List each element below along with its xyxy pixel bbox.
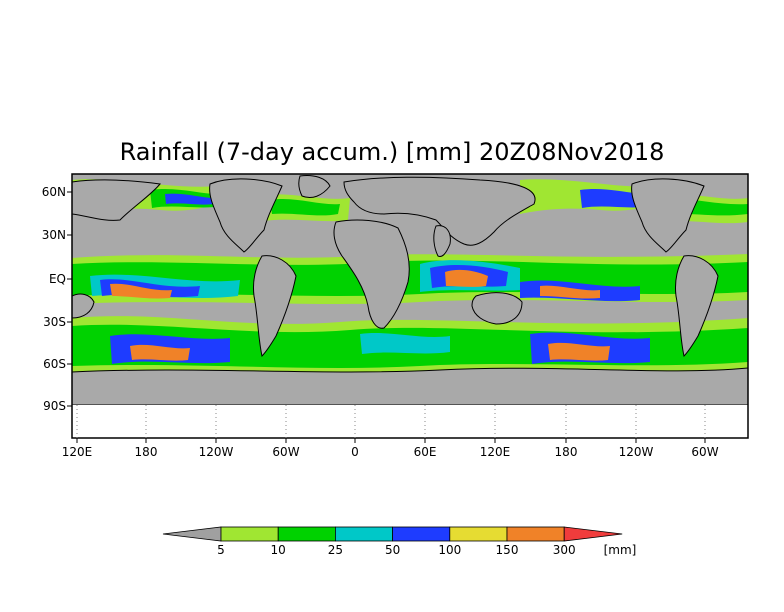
lon-label-120w: 120W [199,445,234,459]
colorbar-tick-label: 300 [553,543,576,557]
lat-label-60n: 60N [42,185,66,199]
map-border [71,173,749,439]
colorbar-segment [449,526,508,542]
lon-label-60e: 60E [414,445,437,459]
lon-label-120w-repeat: 120W [619,445,654,459]
rainfall-field [72,175,748,405]
colorbar-segment [392,526,451,542]
colorbar: 5 10 25 50 100 150 300 [162,526,623,557]
lon-label-0: 0 [351,445,359,459]
colorbar-tick-label: 5 [217,543,225,557]
colorbar-tick-label: 100 [438,543,461,557]
colorbar-segment [277,526,336,542]
colorbar-tick-label: 10 [271,543,286,557]
colorbar-min-arrow [162,526,222,542]
lat-label-30s: 30S [43,315,66,329]
colorbar-tick-label: 50 [385,543,400,557]
lat-label-90s: 90S [43,399,66,413]
lat-label-60s: 60S [43,357,66,371]
colorbar-unit: [mm] [604,543,637,557]
colorbar-tick-label: 25 [328,543,343,557]
lon-label-120e: 120E [62,445,93,459]
colorbar-segment [220,526,279,542]
lat-label-30n: 30N [42,228,66,242]
lon-label-180-repeat: 180 [555,445,578,459]
lon-label-180: 180 [135,445,158,459]
lon-label-60w-repeat: 60W [691,445,718,459]
lon-label-120e-repeat: 120E [480,445,511,459]
colorbar-tick-label: 150 [496,543,519,557]
lon-label-60w: 60W [272,445,299,459]
map-title: Rainfall (7-day accum.) [mm] 20Z08Nov201… [119,138,665,166]
colorbar-max-arrow [563,526,623,542]
lat-label-eq: EQ [49,272,66,286]
coastlines [72,175,748,405]
longitude-gridlines [76,405,706,438]
colorbar-segment [506,526,565,542]
axis-ticks [67,191,706,443]
colorbar-segment [334,526,393,542]
